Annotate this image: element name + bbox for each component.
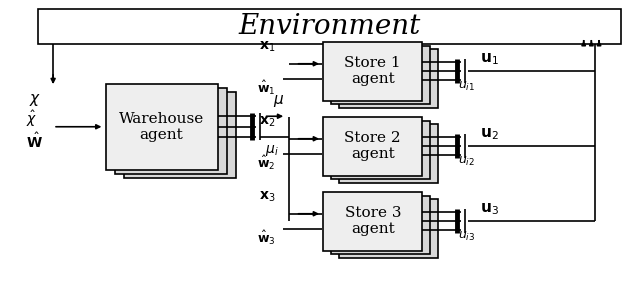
Text: $\hat{\chi}$: $\hat{\chi}$ xyxy=(26,109,37,129)
Bar xyxy=(323,117,422,176)
Text: $\hat{\mathbf{w}}_2$: $\hat{\mathbf{w}}_2$ xyxy=(257,154,275,172)
Text: $\chi$: $\chi$ xyxy=(29,92,41,108)
Text: $\mathbf{u}_3$: $\mathbf{u}_3$ xyxy=(480,201,499,217)
Bar xyxy=(331,46,430,104)
Text: $\mathbf{u}_2$: $\mathbf{u}_2$ xyxy=(480,126,499,142)
Text: $\hat{\mathbf{w}}_1$: $\hat{\mathbf{w}}_1$ xyxy=(257,79,275,97)
Text: $\hat{\mathbf{w}}_3$: $\hat{\mathbf{w}}_3$ xyxy=(257,229,275,247)
Text: $\mu$: $\mu$ xyxy=(273,93,284,109)
Bar xyxy=(339,199,438,258)
Text: $\mathbf{x}_1$: $\mathbf{x}_1$ xyxy=(259,40,275,54)
Bar xyxy=(106,84,218,170)
Bar xyxy=(323,192,422,250)
Text: Store 2
agent: Store 2 agent xyxy=(344,131,401,161)
Bar xyxy=(339,49,438,108)
Text: $u_{i3}$: $u_{i3}$ xyxy=(458,230,475,243)
Text: Environment: Environment xyxy=(239,13,420,40)
Text: $\mathbf{x}_2$: $\mathbf{x}_2$ xyxy=(259,115,275,129)
Text: $u_{i2}$: $u_{i2}$ xyxy=(458,155,475,168)
Bar xyxy=(323,42,422,100)
Text: Store 3
agent: Store 3 agent xyxy=(344,206,401,236)
Text: Store 1
agent: Store 1 agent xyxy=(344,56,401,86)
Bar xyxy=(331,196,430,254)
Text: Warehouse
agent: Warehouse agent xyxy=(119,112,204,142)
Text: $\hat{\mathbf{W}}$: $\hat{\mathbf{W}}$ xyxy=(26,131,42,151)
Text: $\mathbf{u}_1$: $\mathbf{u}_1$ xyxy=(480,51,499,67)
Text: $\mu_i$: $\mu_i$ xyxy=(265,143,279,158)
Bar xyxy=(331,121,430,179)
Bar xyxy=(339,124,438,183)
Bar xyxy=(124,92,236,178)
Text: $u_{i1}$: $u_{i1}$ xyxy=(458,80,475,93)
Text: $\mathbf{x}_3$: $\mathbf{x}_3$ xyxy=(259,190,275,205)
Bar xyxy=(115,88,227,174)
Bar xyxy=(38,9,621,44)
